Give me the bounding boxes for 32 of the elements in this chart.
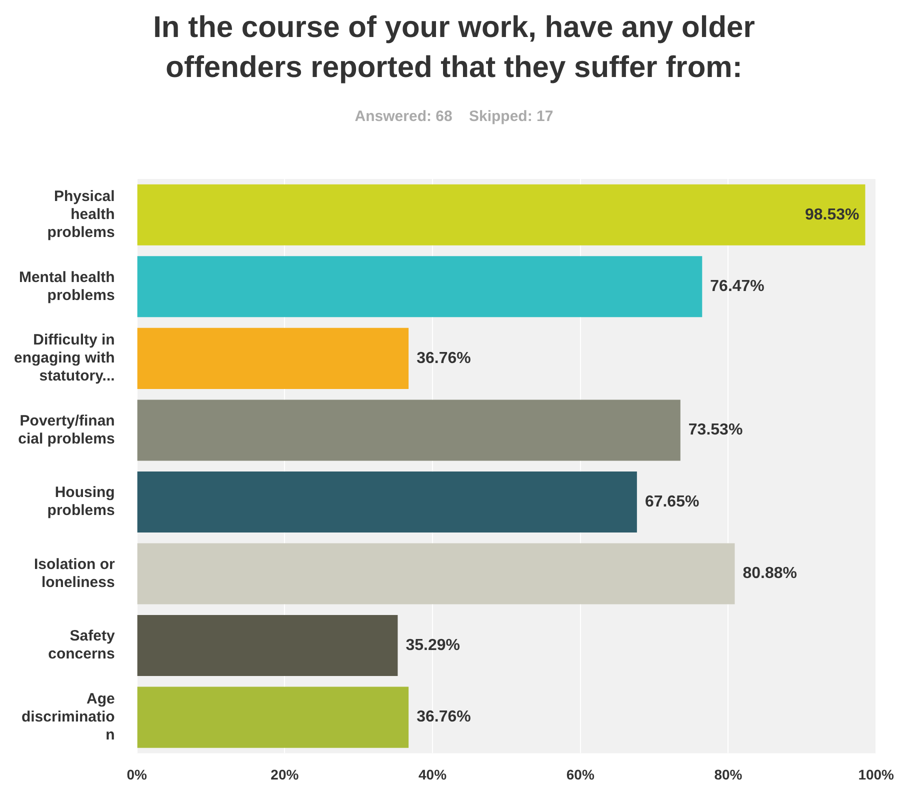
chart-title: In the course of your work, have any older offenders reported that they suffer from: — [152, 10, 756, 86]
y-tick-label: Poverty/financial problems — [18, 412, 115, 448]
x-tick-label: 60% — [566, 766, 595, 782]
x-tick-label: 0% — [126, 766, 148, 782]
data-label: 67.65% — [644, 493, 700, 510]
bar — [137, 471, 637, 532]
y-tick-label: Age discrimination — [21, 690, 115, 744]
data-label: 35.29% — [406, 636, 460, 654]
y-tick-label: Physical health problems — [47, 188, 115, 242]
x-tick-label: 40% — [418, 766, 448, 782]
bar — [137, 256, 702, 318]
y-tick-label: Mental health problems — [18, 268, 115, 304]
data-label: 80.88% — [742, 565, 798, 582]
bar — [137, 328, 409, 389]
x-tick-label: 20% — [270, 766, 300, 782]
data-label: 76.47% — [710, 278, 764, 296]
y-tick-label: Safety concerns — [48, 628, 116, 663]
y-tick-label: Housing problems — [47, 484, 115, 520]
data-label: 36.76% — [416, 708, 471, 726]
bar — [137, 184, 866, 246]
x-tick-label: 100% — [858, 766, 895, 782]
y-tick-label: Difficulty in engaging with statutory... — [14, 332, 115, 385]
bar — [137, 686, 409, 748]
x-tick-label: 80% — [714, 766, 743, 782]
chart-subtitle: Answered: 68 Skipped: 17 — [354, 108, 554, 127]
data-label: 73.53% — [688, 422, 743, 439]
y-tick-label: Isolation or loneliness — [34, 556, 115, 591]
bar — [137, 615, 398, 676]
data-label: 98.53% — [804, 206, 860, 224]
bar — [137, 400, 680, 461]
bar — [137, 543, 735, 604]
data-label: 36.76% — [416, 350, 471, 367]
